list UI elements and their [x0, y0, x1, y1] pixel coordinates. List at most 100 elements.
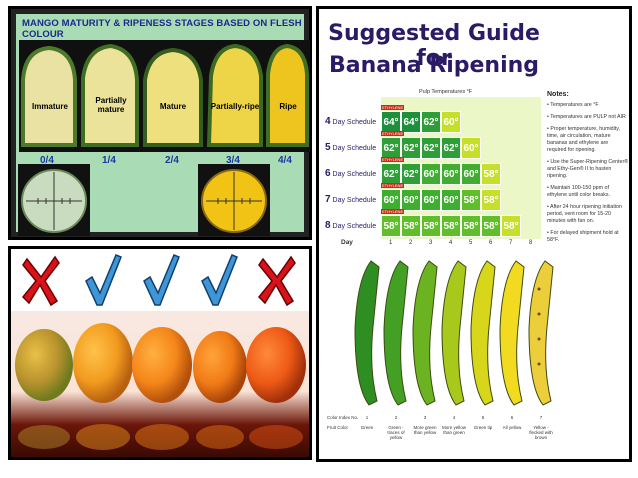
- schedule-temp-cell: 58°: [461, 189, 481, 211]
- banana-ripening-guide: Suggested Guide for Banana Ripening Pulp…: [316, 6, 632, 462]
- schedule-temp-cell: 62°: [401, 163, 421, 185]
- schedule-temp-cell: 62°: [441, 137, 461, 159]
- notes-section: Notes: • Temperatures are °F • Temperatu…: [547, 91, 629, 249]
- schedule-row-label: 6 Day Schedule: [325, 168, 377, 179]
- cross-icon: [21, 251, 61, 312]
- mango-cross-section-ripe: [198, 164, 270, 236]
- schedule-temp-cell: 62°: [421, 137, 441, 159]
- day-number: 2: [409, 240, 413, 246]
- mango-stage-label: Ripe: [279, 102, 297, 111]
- mango-slice-immature: [19, 40, 79, 152]
- schedule-temp-cell: 58°: [401, 215, 421, 237]
- schedule-temp-cell: 60°: [401, 189, 421, 211]
- schedule-temp-cell: 58°: [441, 215, 461, 237]
- day-number: 4: [449, 240, 453, 246]
- banana-color-stages: [354, 260, 554, 406]
- fruit-color-caption: Yellow - flecked with brown: [529, 425, 553, 440]
- ethylene-tag: ETHYLENE: [381, 105, 405, 110]
- banana-title-line1: Suggested Guide for: [328, 21, 540, 71]
- ethylene-tag: ETHYLENE: [381, 209, 405, 214]
- fruit-color-caption: Green tip: [473, 425, 493, 430]
- banana-stage-6: [499, 260, 525, 406]
- schedule-temp-cell: 60°: [421, 163, 441, 185]
- fruit-color-caption: All yellow: [502, 425, 522, 430]
- orange-fruit: [246, 327, 306, 403]
- schedule-temp-cell: 64°: [401, 111, 421, 133]
- mango-ripeness-panel: MANGO MATURITY & RIPENESS STAGES BASED O…: [8, 6, 312, 240]
- note-item: • Maintain 100-150 ppm of ethylene until…: [547, 185, 611, 198]
- mango-slice-mature: [141, 40, 205, 152]
- schedule-temp-cell: 60°: [441, 111, 461, 133]
- mango-cross-section-immature: [18, 164, 90, 236]
- banana-fleck: [537, 287, 541, 291]
- day-axis-label: Day: [341, 239, 353, 246]
- schedule-temp-cell: 60°: [461, 137, 481, 159]
- note-item: • Proper temperature, humidity, time, ai…: [547, 126, 621, 153]
- schedule-temp-cell: 58°: [501, 215, 521, 237]
- schedule-temp-cell: 60°: [421, 189, 441, 211]
- banana-stage-4: [441, 260, 467, 406]
- mango-stage-label: Partially-ripe: [210, 102, 260, 111]
- mango-stage-label: Immature: [31, 102, 68, 111]
- color-index-number: 4: [452, 415, 456, 420]
- banana-stage-5: [470, 260, 496, 406]
- orange-fruit: [132, 327, 192, 403]
- mango-panel-background: MANGO MATURITY & RIPENESS STAGES BASED O…: [16, 14, 310, 236]
- schedule-row-label: 7 Day Schedule: [325, 194, 377, 205]
- schedule-temp-cell: 60°: [441, 189, 461, 211]
- color-index-number: 7: [539, 415, 543, 420]
- ethylene-tag: ETHYLENE: [381, 131, 405, 136]
- schedule-temp-cell: 58°: [481, 215, 501, 237]
- orange-fruit: [193, 331, 247, 403]
- ethylene-tag: ETHYLENE: [381, 157, 405, 162]
- mango-stage-fraction: 1/4: [102, 155, 116, 166]
- pulp-temperature-header: Pulp Temperatures °F: [419, 89, 473, 95]
- orange-fruit: [15, 329, 73, 401]
- day-number: 5: [469, 240, 473, 246]
- schedule-temp-cell: 62°: [401, 137, 421, 159]
- schedule-temp-cell: 64°: [381, 111, 401, 133]
- mango-stage-fraction: 2/4: [165, 155, 179, 166]
- schedule-temp-cell: 62°: [381, 137, 401, 159]
- schedule-temp-cell: 60°: [461, 163, 481, 185]
- banana-stage-7: [528, 260, 554, 406]
- schedule-temp-cell: 62°: [381, 163, 401, 185]
- day-number: 3: [429, 240, 433, 246]
- check-icon: [141, 251, 181, 312]
- check-icon: [83, 251, 123, 312]
- day-number: 1: [389, 240, 393, 246]
- day-number: 6: [489, 240, 493, 246]
- banana-stage-3: [412, 260, 438, 406]
- color-index-number: 6: [510, 415, 514, 420]
- note-item: • Temperatures are PULP not AIR: [547, 114, 626, 120]
- banana-fleck: [537, 362, 541, 366]
- mango-slice-partially-mature: [79, 40, 141, 152]
- fruit-color-caption: Green: [360, 425, 374, 430]
- mango-title: MANGO MATURITY & RIPENESS STAGES BASED O…: [22, 18, 302, 40]
- note-item: • Use the Super-Ripening Center® and Eth…: [547, 159, 629, 179]
- fruit-color-caption: Green - traces of yellow: [387, 425, 405, 440]
- schedule-temp-cell: 58°: [461, 215, 481, 237]
- note-item: • For delayed shipment hold at 58°F.: [547, 230, 619, 243]
- schedule-temp-cell: 58°: [381, 215, 401, 237]
- day-number: 8: [529, 240, 533, 246]
- banana-fleck: [537, 337, 541, 341]
- note-item: • After 24 hour ripening initiation peri…: [547, 204, 622, 224]
- schedule-row-label: 5 Day Schedule: [325, 142, 377, 153]
- schedule-temp-cell: 58°: [421, 215, 441, 237]
- schedule-row-label: 4 Day Schedule: [325, 116, 377, 127]
- color-index-number: 3: [423, 415, 427, 420]
- banana-stage-1: [354, 260, 380, 406]
- orange-fruit-row: [15, 323, 306, 450]
- mango-stage-label: Partially mature: [95, 96, 127, 114]
- schedule-temp-cell: 60°: [381, 189, 401, 211]
- mango-stage-fraction: 3/4: [226, 155, 240, 166]
- fruit-color-caption: More green than yellow: [413, 425, 437, 435]
- fruit-color-caption: More yellow than green: [442, 425, 467, 435]
- schedule-temp-cell: 58°: [481, 163, 501, 185]
- mango-slice-ripe: [265, 40, 310, 152]
- ripening-schedule-grid: 4 Day Schedule ETHYLENE 64° 64° 62° 60° 5 Day …: [319, 9, 635, 465]
- mango-slice-partially-ripe: [205, 40, 265, 152]
- orange-ripeness-panel: [8, 246, 312, 460]
- cross-icon: [257, 251, 297, 312]
